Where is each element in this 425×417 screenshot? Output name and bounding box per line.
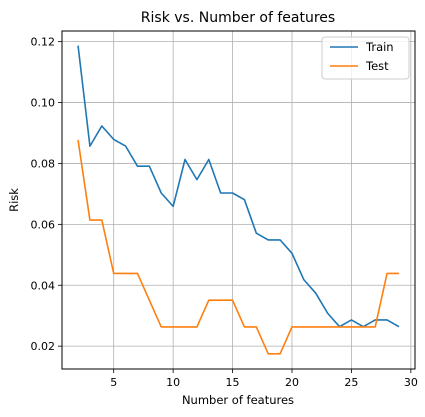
- y-tick-label: 0.06: [31, 218, 56, 231]
- y-tick-label: 0.12: [31, 36, 56, 49]
- plot-area: [62, 31, 415, 369]
- x-tick-label: 30: [404, 376, 418, 389]
- y-tick-label: 0.08: [31, 157, 56, 170]
- legend-label-train: Train: [365, 40, 394, 54]
- x-tick-label: 10: [166, 376, 180, 389]
- x-tick-label: 15: [226, 376, 240, 389]
- x-tick-label: 20: [285, 376, 299, 389]
- legend: Train Test: [322, 37, 409, 79]
- y-tick-label: 0.04: [31, 279, 56, 292]
- y-tick-label: 0.10: [31, 97, 56, 110]
- chart-title: Risk vs. Number of features: [141, 10, 335, 26]
- x-tick-label: 25: [344, 376, 358, 389]
- y-tick-label: 0.02: [31, 340, 56, 353]
- x-tick-label: 5: [110, 376, 117, 389]
- y-axis-label: Risk: [7, 188, 21, 212]
- legend-label-test: Test: [365, 59, 389, 73]
- x-axis-label: Number of features: [182, 393, 294, 407]
